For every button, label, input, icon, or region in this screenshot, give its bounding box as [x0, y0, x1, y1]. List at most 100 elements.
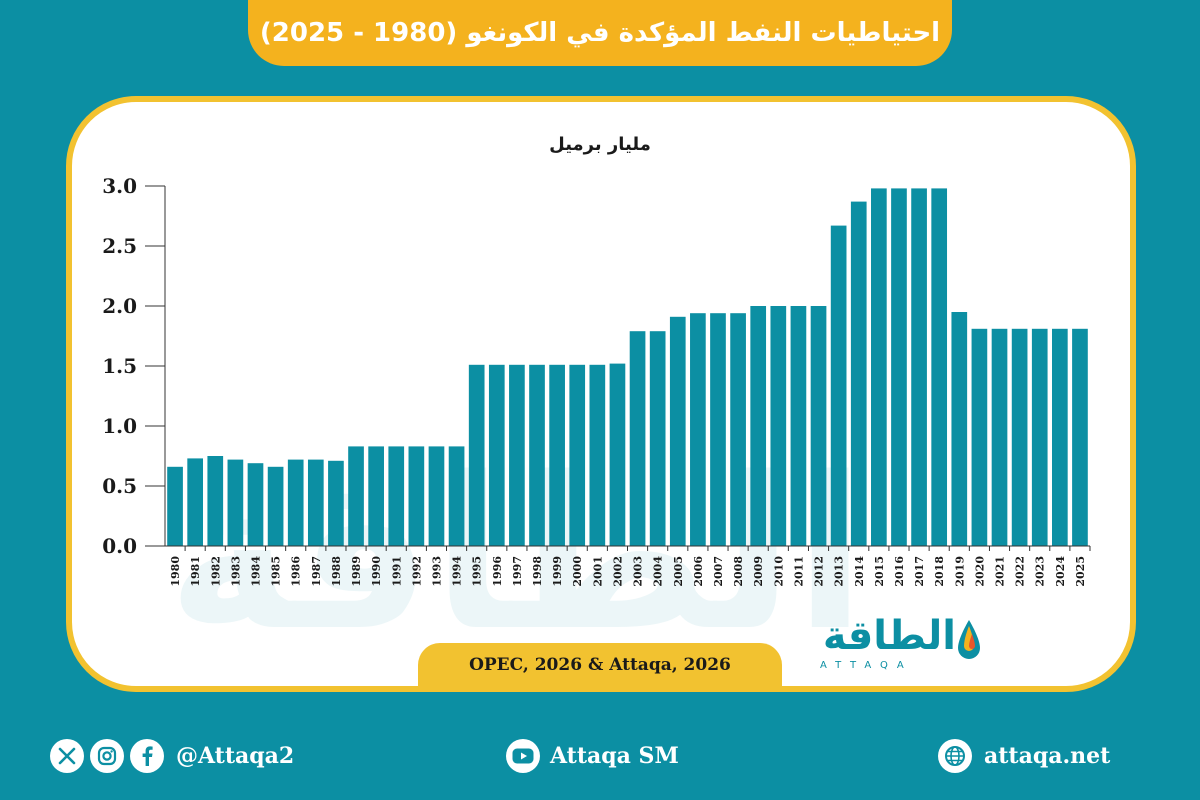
bar-2020: [971, 328, 988, 546]
bar-2016: [891, 188, 907, 546]
x-tick-label: 1981: [189, 556, 202, 587]
bar-2018: [931, 188, 948, 546]
x-tick-label: 1997: [511, 556, 524, 587]
x-tick-label: 1980: [169, 556, 182, 587]
x-tick-label: 2016: [893, 556, 906, 587]
bar-2017: [911, 188, 927, 546]
bar-1980: [167, 466, 183, 546]
x-icon[interactable]: [50, 739, 84, 773]
bar-2019: [951, 312, 968, 546]
attaqa-logo: الطاقة ATTAQA: [806, 612, 986, 682]
bar-2001: [589, 364, 606, 546]
x-tick-label: 1994: [451, 556, 464, 587]
bar-1983: [227, 459, 244, 546]
bar-2010: [770, 306, 787, 546]
bar-1998: [529, 364, 545, 546]
x-tick-label: 2018: [933, 556, 946, 587]
y-tick-label: 2.5: [102, 234, 137, 258]
bar-1981: [187, 458, 204, 546]
x-tick-label: 2017: [913, 556, 926, 587]
y-tick-label: 0.5: [102, 474, 137, 498]
youtube-channel[interactable]: Attaqa SM: [550, 743, 679, 769]
bar-2000: [569, 364, 586, 546]
instagram-icon[interactable]: [90, 739, 124, 773]
globe-icon[interactable]: [938, 739, 972, 773]
x-tick-label: 1988: [330, 556, 343, 587]
bar-2013: [830, 225, 847, 546]
x-tick-label: 2001: [591, 556, 604, 587]
x-tick-label: 2012: [813, 556, 826, 587]
x-tick-label: 1998: [531, 556, 544, 587]
bar-2024: [1051, 328, 1068, 546]
y-tick-label: 0.0: [102, 534, 137, 558]
logo-arabic: الطاقة: [822, 613, 956, 659]
x-tick-label: 1996: [491, 556, 504, 587]
x-tick-label: 2006: [692, 556, 705, 587]
bar-2023: [1031, 328, 1048, 546]
x-tick-label: 2013: [833, 556, 846, 587]
x-tick-label: 1985: [270, 556, 283, 587]
x-axis: 1980 1981 1982 1983 1984 1985 1986 1987 1988 1989…: [165, 545, 1091, 587]
x-tick-label: 2008: [732, 556, 745, 587]
bar-1991: [388, 446, 405, 546]
logo-latin: ATTAQA: [820, 660, 913, 671]
x-tick-label: 1984: [249, 556, 262, 587]
x-tick-label: 2007: [712, 556, 725, 587]
y-tick-label: 1.0: [102, 414, 137, 438]
bar-1996: [488, 364, 505, 546]
x-tick-label: 1989: [350, 556, 363, 587]
x-tick-label: 2010: [772, 556, 785, 587]
footer-social: @Attaqa2: [50, 736, 294, 776]
bar-2009: [750, 306, 767, 546]
title-banner: احتياطيات النفط المؤكدة في الكونغو (1980…: [248, 0, 952, 66]
x-tick-label: 2009: [752, 556, 765, 587]
x-tick-label: 2003: [632, 556, 645, 587]
bar-2006: [690, 313, 706, 546]
x-tick-label: 1993: [430, 556, 443, 587]
bar-1986: [287, 459, 304, 546]
bars: [167, 188, 1088, 546]
bar-2004: [649, 331, 666, 546]
x-tick-label: 2024: [1054, 556, 1067, 587]
bar-1994: [448, 446, 465, 546]
x-tick-label: 1995: [471, 556, 484, 587]
x-tick-label: 1999: [551, 556, 564, 587]
bar-1989: [348, 446, 364, 546]
facebook-icon[interactable]: [130, 739, 164, 773]
x-tick-label: 1982: [209, 556, 222, 587]
bar-1985: [267, 466, 284, 546]
y-tick-label: 3.0: [102, 174, 137, 198]
x-tick-label: 2021: [994, 556, 1007, 587]
y-tick-label: 1.5: [102, 354, 137, 378]
x-tick-label: 2023: [1034, 556, 1047, 587]
x-tick-label: 2002: [611, 556, 624, 587]
y-axis-label: مليار برميل: [549, 134, 651, 155]
bar-2008: [730, 313, 746, 546]
x-tick-label: 2004: [652, 556, 665, 587]
bar-2002: [609, 363, 626, 546]
bar-1993: [428, 446, 445, 546]
bar-2005: [669, 316, 686, 546]
drop-icon: [958, 620, 980, 659]
x-tick-label: 1986: [290, 556, 303, 587]
bar-1999: [549, 364, 565, 546]
y-axis: 0.0 0.5 1.0 1.5 2.0 2.5 3.0: [102, 174, 166, 558]
youtube-icon[interactable]: [506, 739, 540, 773]
bar-2014: [850, 201, 867, 546]
x-tick-label: 2015: [873, 556, 886, 587]
bar-2015: [871, 188, 887, 546]
x-tick-label: 2020: [973, 556, 986, 587]
x-tick-label: 1990: [370, 556, 383, 587]
source-pill: OPEC, 2026 & Attaqa, 2026: [418, 643, 782, 687]
bar-2011: [790, 306, 807, 546]
x-tick-label: 1992: [410, 556, 423, 587]
source-text: OPEC, 2026 & Attaqa, 2026: [469, 655, 731, 675]
bar-2007: [710, 313, 726, 546]
social-handle[interactable]: @Attaqa2: [176, 743, 295, 769]
x-tick-label: 2022: [1014, 556, 1027, 587]
bar-1997: [509, 364, 525, 546]
chart-title: احتياطيات النفط المؤكدة في الكونغو (1980…: [259, 18, 941, 48]
footer-website: attaqa.net: [938, 736, 1110, 776]
website-link[interactable]: attaqa.net: [984, 743, 1111, 769]
bar-1982: [207, 456, 224, 546]
